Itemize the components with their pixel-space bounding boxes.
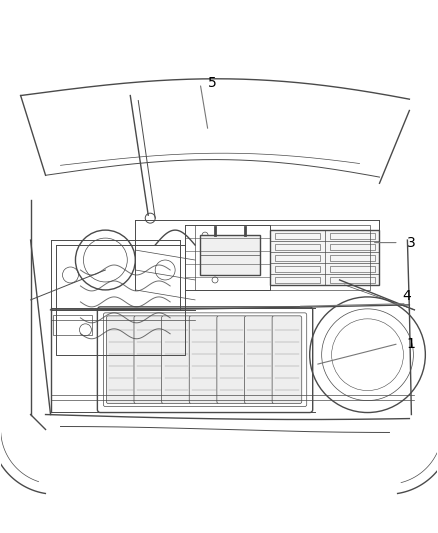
Text: 1: 1 <box>407 336 416 351</box>
Bar <box>53 315 92 335</box>
Bar <box>330 277 374 283</box>
Text: 5: 5 <box>208 76 217 90</box>
Bar <box>200 235 260 275</box>
FancyBboxPatch shape <box>189 316 219 403</box>
FancyBboxPatch shape <box>134 316 164 403</box>
FancyBboxPatch shape <box>217 316 247 403</box>
Bar <box>330 233 374 239</box>
Text: 4: 4 <box>403 289 411 303</box>
Bar <box>330 266 374 272</box>
Bar <box>270 230 379 285</box>
Bar <box>275 266 320 272</box>
Text: 3: 3 <box>407 236 416 249</box>
Bar <box>275 255 320 261</box>
Bar <box>275 244 320 250</box>
FancyBboxPatch shape <box>244 316 274 403</box>
Bar <box>330 244 374 250</box>
Bar <box>275 233 320 239</box>
FancyBboxPatch shape <box>272 316 302 403</box>
FancyBboxPatch shape <box>162 316 191 403</box>
Bar <box>330 255 374 261</box>
Bar <box>275 277 320 283</box>
FancyBboxPatch shape <box>106 316 136 403</box>
